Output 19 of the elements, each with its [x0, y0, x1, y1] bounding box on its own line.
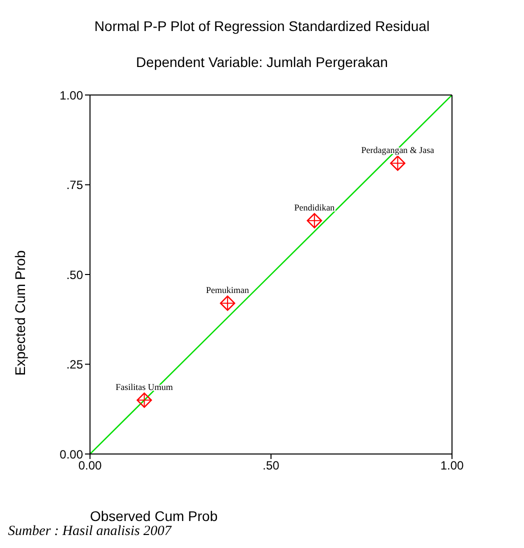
point: [136, 392, 152, 408]
y-tick-label: .25: [66, 358, 84, 372]
chart-title: Normal P-P Plot of Regression Standardized Residual: [93, 18, 431, 34]
x-tick-label: .50: [262, 458, 280, 473]
y-tick-label: 0.00: [60, 447, 84, 462]
x-axis-title: Observed Cum Prob: [90, 508, 218, 524]
chart-subtitle: Dependent Variable: Jumlah Pergerakan: [135, 54, 389, 70]
point: [306, 213, 322, 228]
y-tick-label: .75: [66, 178, 84, 192]
x-tick-label: 1.00: [440, 458, 464, 473]
y-axis-title: Expected Cum Prob: [12, 250, 28, 376]
x-tick-label: 0.00: [78, 458, 102, 473]
point: [220, 296, 236, 311]
annotation: Pendidikan: [294, 202, 336, 213]
point: [390, 156, 406, 171]
text: Sumber : Hasil analisis 2007: [8, 524, 172, 540]
annotation: Pemukiman: [206, 285, 250, 296]
y-tick-label: .50: [66, 268, 84, 282]
y-tick-label: 1.00: [60, 88, 84, 102]
